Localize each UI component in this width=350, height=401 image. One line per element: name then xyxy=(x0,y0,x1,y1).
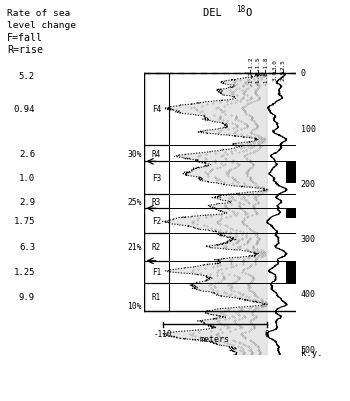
Text: 2.5: 2.5 xyxy=(281,70,286,81)
Bar xyxy=(144,74,169,145)
Text: level change: level change xyxy=(7,21,76,30)
Bar xyxy=(144,162,169,195)
Text: 9.9: 9.9 xyxy=(19,292,35,302)
Bar xyxy=(144,261,169,283)
Text: k.y.: k.y. xyxy=(301,348,322,356)
Text: R1: R1 xyxy=(152,292,161,302)
Text: R=rise: R=rise xyxy=(7,45,43,55)
Text: 200: 200 xyxy=(301,180,315,188)
Bar xyxy=(286,162,297,184)
Text: 3.0: 3.0 xyxy=(272,59,277,69)
Text: -1.8: -1.8 xyxy=(263,55,268,69)
Text: 3.0: 3.0 xyxy=(272,70,277,81)
Text: 10%: 10% xyxy=(127,301,142,310)
Text: F4: F4 xyxy=(152,105,161,114)
Text: 1.75: 1.75 xyxy=(14,217,35,225)
Text: 21%: 21% xyxy=(127,243,142,252)
Text: -1.5: -1.5 xyxy=(255,55,260,69)
Text: 2.6: 2.6 xyxy=(19,149,35,158)
Text: 0.94: 0.94 xyxy=(14,105,35,114)
Bar xyxy=(144,145,169,162)
Text: 6.3: 6.3 xyxy=(19,243,35,252)
Text: 18: 18 xyxy=(236,5,245,14)
Text: -110: -110 xyxy=(153,329,172,338)
Bar xyxy=(286,209,297,218)
Text: 2.9: 2.9 xyxy=(19,197,35,206)
Text: F3: F3 xyxy=(152,174,161,183)
Text: 25%: 25% xyxy=(127,197,142,206)
Text: R3: R3 xyxy=(152,197,161,207)
Bar xyxy=(144,283,169,311)
Text: R4: R4 xyxy=(152,149,161,158)
Text: 5.2: 5.2 xyxy=(19,72,35,81)
Text: F=fall: F=fall xyxy=(7,33,43,43)
Text: F1: F1 xyxy=(152,268,161,277)
Text: 30%: 30% xyxy=(127,149,142,158)
Text: Rate of sea: Rate of sea xyxy=(7,9,70,18)
Text: -1.2: -1.2 xyxy=(247,70,253,85)
Text: 2.5: 2.5 xyxy=(281,59,286,69)
Text: 1.0: 1.0 xyxy=(19,174,35,183)
Bar xyxy=(144,233,169,261)
Bar xyxy=(144,209,169,233)
Bar xyxy=(286,261,297,283)
Bar xyxy=(144,195,169,209)
Text: DEL: DEL xyxy=(203,8,234,18)
Text: 500: 500 xyxy=(301,345,315,354)
Text: 300: 300 xyxy=(301,235,315,243)
Text: -1.5: -1.5 xyxy=(255,70,260,85)
Text: 0: 0 xyxy=(265,329,270,338)
Text: F2: F2 xyxy=(152,217,161,226)
Text: 100: 100 xyxy=(301,124,315,133)
Text: meters: meters xyxy=(200,334,230,344)
Text: -1.2: -1.2 xyxy=(247,55,253,69)
Text: 400: 400 xyxy=(301,290,315,299)
Text: -1.8: -1.8 xyxy=(263,70,268,85)
Text: 1.25: 1.25 xyxy=(14,268,35,277)
Text: R2: R2 xyxy=(152,243,161,252)
Text: 0: 0 xyxy=(301,69,306,78)
Text: O: O xyxy=(245,8,251,18)
